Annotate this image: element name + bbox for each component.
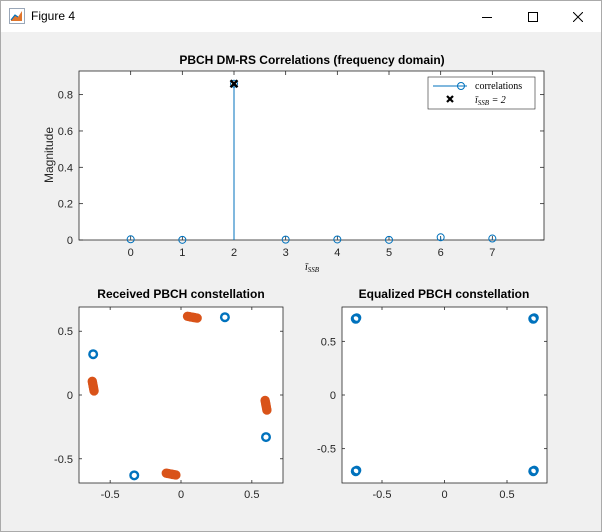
- received-plot-area: [78, 306, 284, 484]
- matlab-figure-icon: [9, 8, 25, 24]
- figure-canvas: PBCH DM-RS Correlations (frequency domai…: [42, 53, 548, 501]
- data-symbol: [89, 386, 99, 396]
- stem-marker: [488, 234, 497, 243]
- stem-marker: [126, 235, 135, 244]
- constellation-point: [350, 313, 361, 324]
- x-tick-label: 1: [179, 247, 185, 259]
- y-tick-label: -0.5: [317, 444, 336, 456]
- stem-marker: [230, 79, 238, 88]
- close-button[interactable]: [555, 1, 601, 32]
- y-tick-label: 0.4: [58, 162, 73, 174]
- y-tick-label: 0.8: [58, 90, 73, 102]
- x-tick-label: 2: [231, 247, 237, 259]
- y-tick-label: -0.5: [54, 454, 73, 466]
- x-tick-label: 0: [128, 247, 134, 259]
- data-symbol: [262, 405, 272, 415]
- close-icon: [573, 11, 583, 22]
- received-constellation-axes[interactable]: Received PBCH constellation -0.5 0 0.5 -0.5…: [54, 287, 284, 501]
- minimize-icon: [482, 16, 492, 18]
- stem-marker: [333, 235, 342, 244]
- x-tick-label: 6: [438, 247, 444, 259]
- stem-marker: [436, 233, 445, 242]
- correlation-title: PBCH DM-RS Correlations (frequency domai…: [179, 53, 444, 67]
- equalized-plot-area: [341, 306, 548, 484]
- y-tick-label: 0.6: [58, 126, 73, 138]
- x-tick-label: 0.5: [499, 489, 514, 501]
- x-tick-label: -0.5: [101, 489, 120, 501]
- constellation-point: [129, 470, 140, 481]
- stem-marker: [281, 235, 290, 244]
- stem-marker: [385, 235, 393, 244]
- minimize-button[interactable]: [464, 1, 510, 32]
- y-tick-label: 0.5: [58, 326, 73, 338]
- equalized-constellation-axes[interactable]: Equalized PBCH constellation -0.5 0 0.5 -0.…: [317, 287, 548, 501]
- y-tick-label: 0: [330, 390, 336, 402]
- constellation-point: [88, 349, 99, 360]
- data-symbol-cluster: [260, 395, 272, 415]
- window-title: Figure 4: [31, 9, 76, 23]
- correlation-ylabel: Magnitude: [42, 127, 56, 183]
- peak-marker-stroke: [229, 79, 239, 89]
- x-tick-label: 0.5: [244, 489, 259, 501]
- x-tick-label: -0.5: [373, 489, 392, 501]
- stem-marker: [178, 235, 187, 244]
- x-tick-label: 4: [334, 247, 340, 259]
- y-tick-label: 0.5: [321, 336, 336, 348]
- x-tick-label: 0: [441, 489, 447, 501]
- peak-marker: [229, 79, 239, 89]
- equalized-title: Equalized PBCH constellation: [359, 287, 530, 301]
- legend-box: [427, 76, 536, 110]
- data-symbol-cluster: [87, 376, 99, 396]
- constellation-point: [528, 466, 539, 477]
- x-tick-label: 7: [489, 247, 495, 259]
- constellation-point: [528, 313, 539, 324]
- correlation-axes[interactable]: PBCH DM-RS Correlations (frequency domai…: [42, 53, 545, 274]
- constellation-point: [261, 432, 272, 443]
- x-tick-label: 5: [386, 247, 392, 259]
- y-tick-label: 0.2: [58, 199, 73, 211]
- data-symbol: [192, 313, 202, 323]
- correlation-legend[interactable]: correlations īSSB = 2: [427, 76, 536, 110]
- legend-peak-marker: [446, 95, 454, 103]
- constellation-point-overlap: [352, 465, 362, 475]
- y-tick-label: 0: [67, 235, 73, 247]
- legend-correlations-label: correlations: [475, 81, 522, 92]
- received-title: Received PBCH constellation: [97, 287, 264, 301]
- constellation-point-overlap: [352, 313, 362, 323]
- constellation-point: [219, 312, 230, 323]
- constellation-point-overlap: [529, 465, 539, 475]
- y-tick-label: 0: [67, 390, 73, 402]
- maximize-icon: [528, 11, 538, 22]
- title-bar[interactable]: Figure 4: [1, 1, 601, 32]
- data-symbol-cluster: [182, 311, 202, 323]
- x-tick-label: 0: [178, 489, 184, 501]
- constellation-point: [350, 466, 361, 477]
- constellation-point-overlap: [529, 313, 539, 323]
- x-tick-label: 3: [283, 247, 289, 259]
- legend-correlations-marker: [457, 82, 465, 90]
- data-symbol-cluster: [161, 468, 181, 480]
- maximize-button[interactable]: [510, 1, 556, 32]
- data-symbol: [171, 470, 181, 480]
- correlation-xlabel: īSSB: [305, 262, 320, 274]
